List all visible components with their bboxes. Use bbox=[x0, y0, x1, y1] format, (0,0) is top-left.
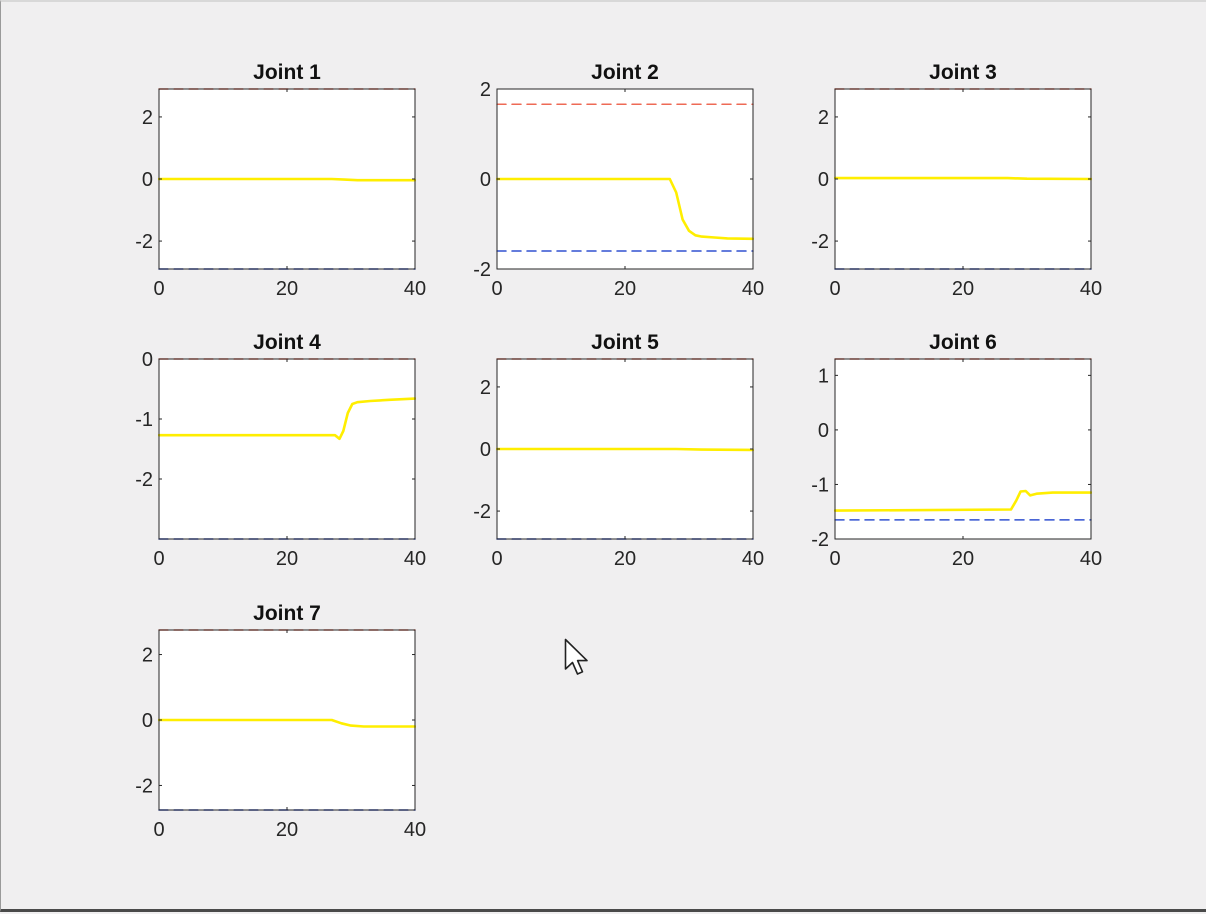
trajectory-line bbox=[496, 177, 754, 241]
y-tick-label: 0 bbox=[818, 420, 829, 442]
x-tick-label: 40 bbox=[404, 278, 426, 300]
trajectory-line bbox=[496, 447, 754, 452]
x-tick-label: 20 bbox=[614, 548, 636, 570]
trajectory-line bbox=[158, 397, 416, 441]
y-tick-label: 0 bbox=[142, 710, 153, 732]
x-tick-label: 40 bbox=[1080, 278, 1102, 300]
chart-title: Joint 2 bbox=[591, 61, 659, 84]
series-group bbox=[496, 103, 754, 252]
y-tick-label: -2 bbox=[811, 529, 829, 551]
y-tick-label: -2 bbox=[135, 231, 153, 253]
y-tick-label: -1 bbox=[135, 409, 153, 431]
x-tick-label: 0 bbox=[829, 278, 840, 300]
y-tick-label: -2 bbox=[135, 469, 153, 491]
subplot-3: 0 20 40 -2 0 2 Joint 3 bbox=[811, 61, 1102, 300]
x-tick-label: 40 bbox=[742, 548, 764, 570]
y-tick-label: 0 bbox=[480, 439, 491, 461]
y-tick-label: 0 bbox=[142, 169, 153, 191]
y-tick-label: -2 bbox=[135, 775, 153, 797]
x-tick-label: 40 bbox=[404, 548, 426, 570]
y-tick-label: 2 bbox=[818, 107, 829, 129]
y-tick-label: 0 bbox=[480, 169, 491, 191]
subplot-6: 0 20 40 -2 -1 0 1 Joint 6 bbox=[811, 331, 1102, 570]
trajectory-line bbox=[158, 718, 416, 728]
y-tick-label: 2 bbox=[142, 645, 153, 667]
x-tick-label: 0 bbox=[491, 548, 502, 570]
plot-area bbox=[159, 359, 415, 539]
x-tick-label: 20 bbox=[614, 278, 636, 300]
y-tick-label: -2 bbox=[473, 259, 491, 281]
y-tick-label: 1 bbox=[818, 365, 829, 387]
chart-title: Joint 7 bbox=[253, 602, 321, 625]
x-tick-label: 0 bbox=[153, 819, 164, 841]
x-tick-label: 40 bbox=[404, 819, 426, 841]
x-tick-label: 0 bbox=[153, 548, 164, 570]
y-tick-label: 2 bbox=[480, 377, 491, 399]
y-tick-label: -1 bbox=[811, 474, 829, 496]
plot-area bbox=[835, 359, 1091, 539]
x-tick-label: 20 bbox=[276, 819, 298, 841]
x-tick-label: 0 bbox=[829, 548, 840, 570]
trajectory-line bbox=[834, 176, 1092, 181]
subplot-5: 0 20 40 -2 0 2 Joint 5 bbox=[473, 331, 764, 570]
subplot-4: 0 20 40 -2 -1 0 Joint 4 bbox=[135, 331, 426, 570]
x-tick-label: 20 bbox=[276, 548, 298, 570]
trajectory-line bbox=[834, 489, 1092, 512]
y-tick-label: 0 bbox=[142, 349, 153, 371]
x-tick-label: 0 bbox=[153, 278, 164, 300]
x-tick-label: 40 bbox=[1080, 548, 1102, 570]
mouse-cursor-icon bbox=[564, 638, 588, 675]
x-tick-label: 20 bbox=[952, 278, 974, 300]
trajectory-line bbox=[158, 177, 416, 182]
subplot-1: 0 20 40 -2 0 2 Joint 1 bbox=[135, 61, 426, 300]
y-tick-label: 2 bbox=[480, 79, 491, 101]
y-tick-label: 0 bbox=[818, 169, 829, 191]
y-tick-label: 2 bbox=[142, 107, 153, 129]
x-tick-label: 40 bbox=[742, 278, 764, 300]
chart-title: Joint 6 bbox=[929, 331, 997, 354]
chart-title: Joint 5 bbox=[591, 331, 659, 354]
y-tick-label: -2 bbox=[473, 501, 491, 523]
y-tick-label: -2 bbox=[811, 231, 829, 253]
x-tick-label: 20 bbox=[952, 548, 974, 570]
chart-title: Joint 1 bbox=[253, 61, 321, 84]
chart-title: Joint 3 bbox=[929, 61, 997, 84]
chart-title: Joint 4 bbox=[253, 331, 321, 354]
x-tick-label: 20 bbox=[276, 278, 298, 300]
x-tick-label: 0 bbox=[491, 278, 502, 300]
